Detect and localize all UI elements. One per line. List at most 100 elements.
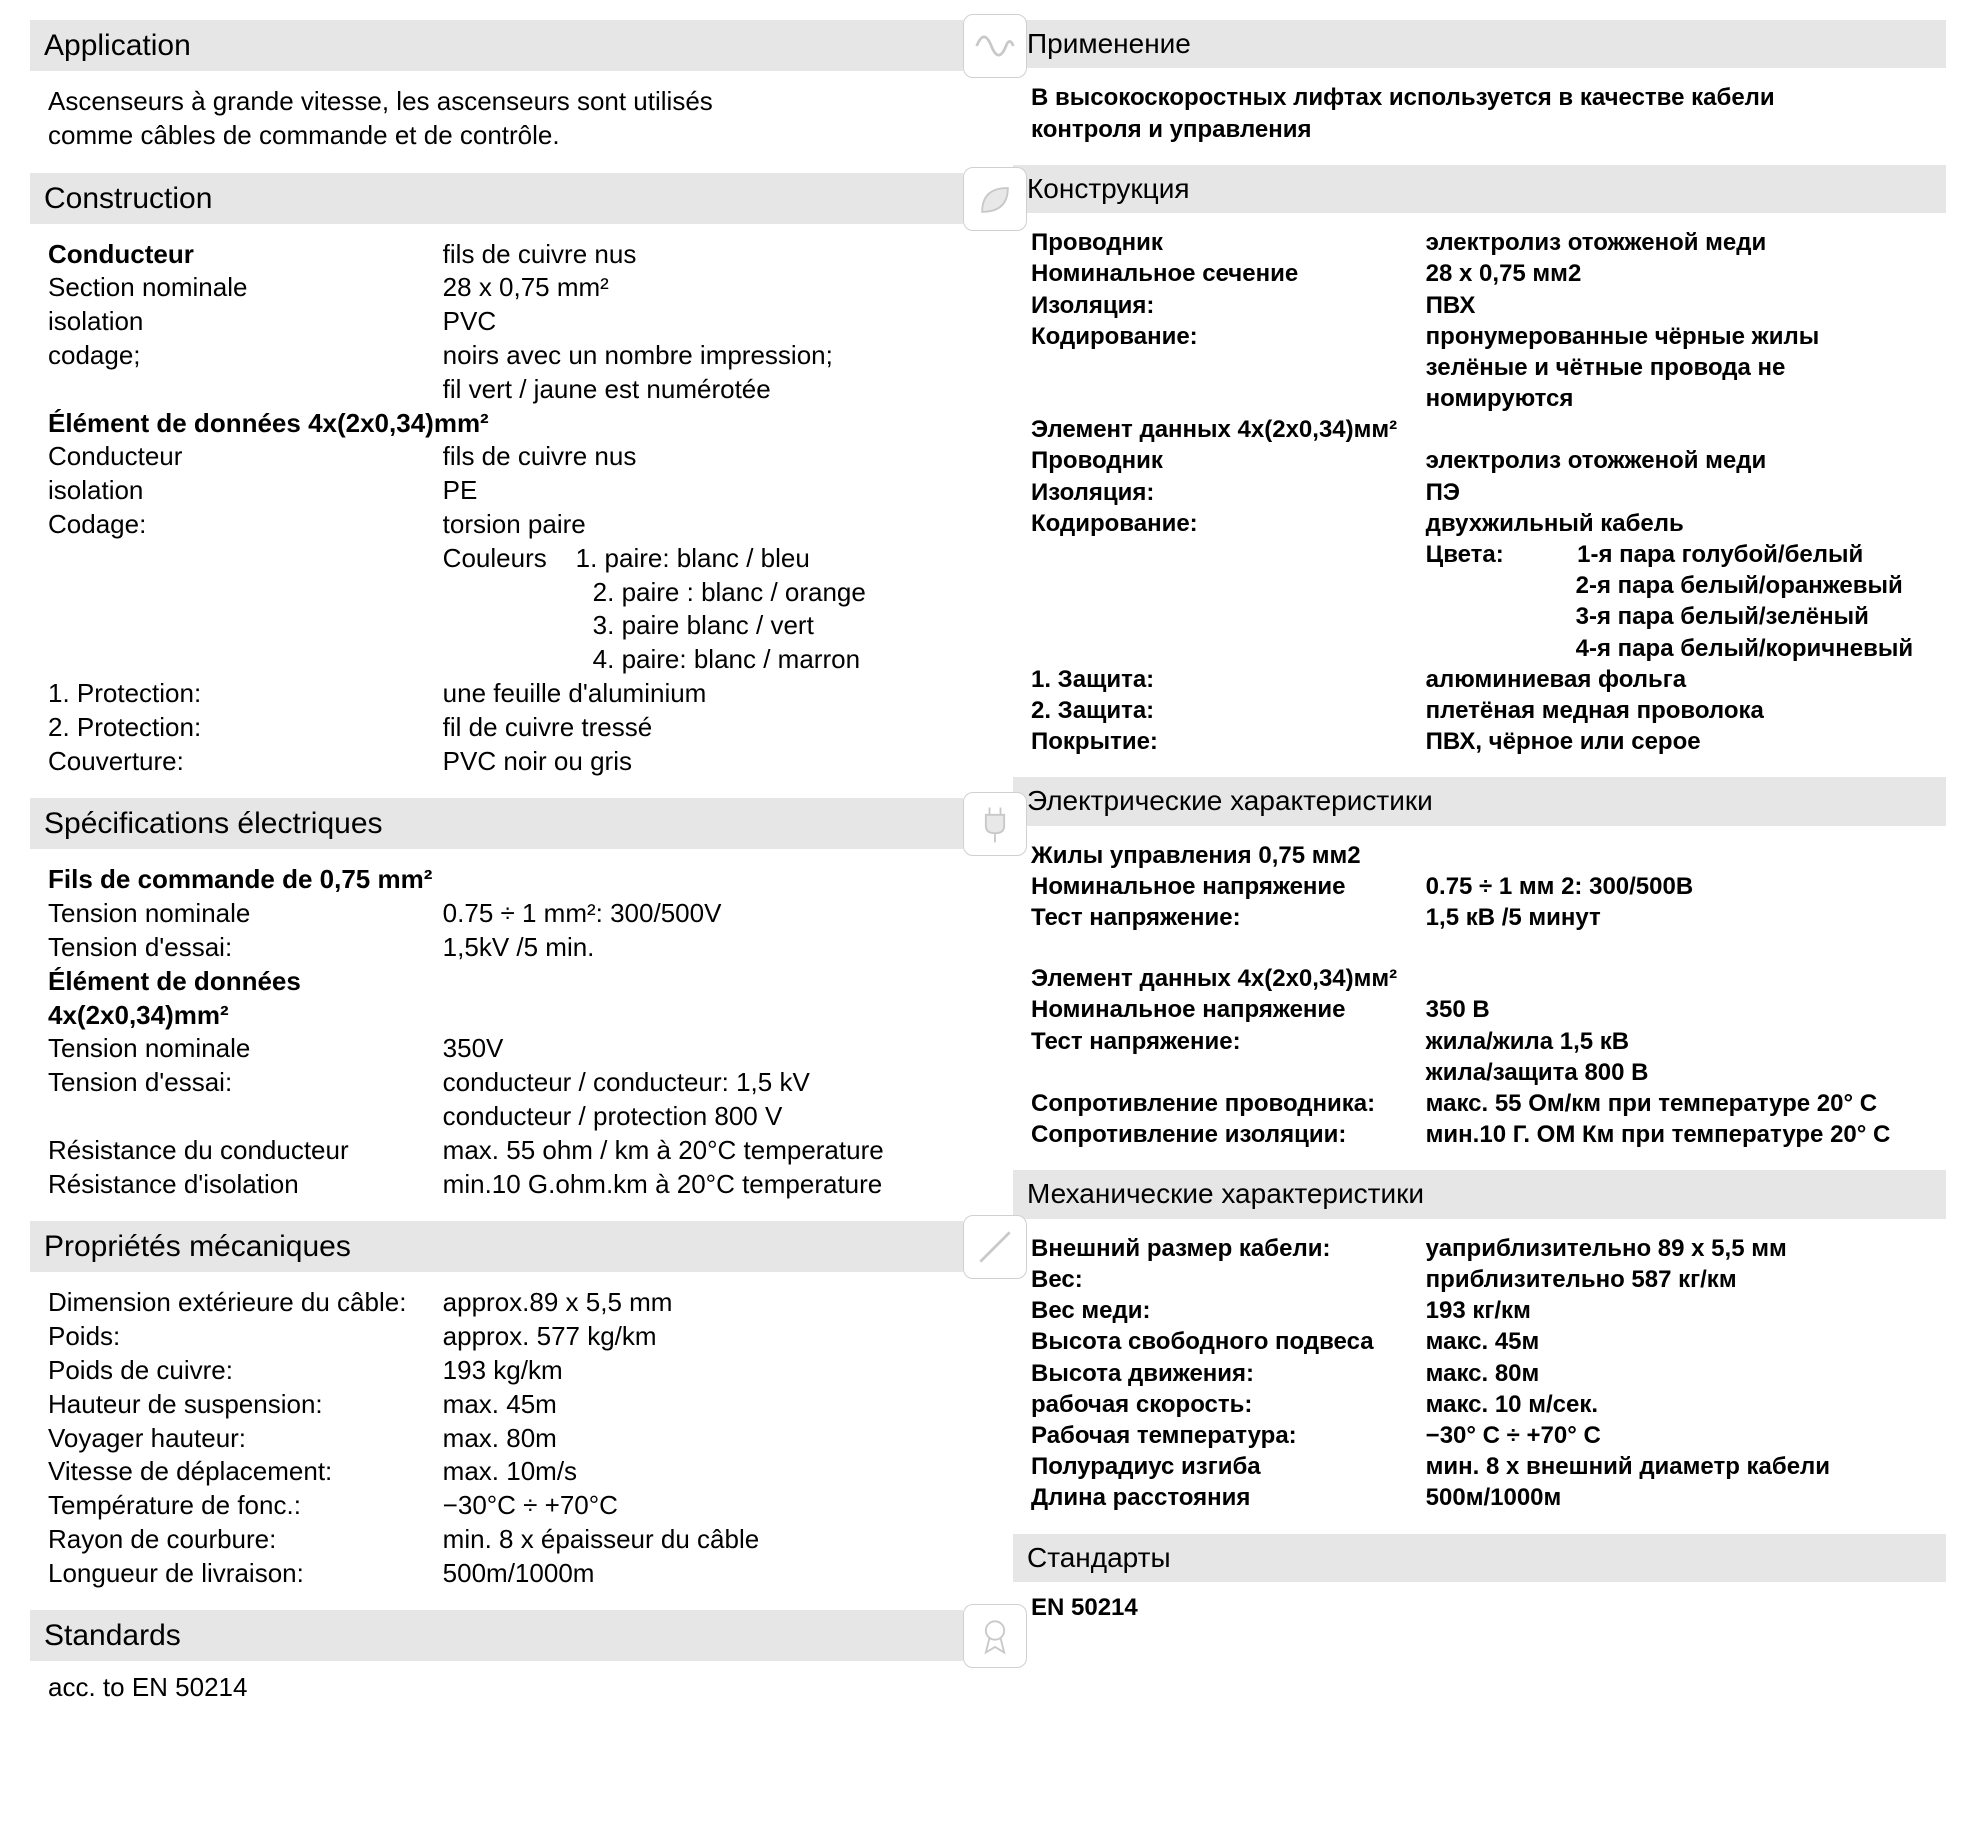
de-insulation-label: isolation [48, 474, 443, 508]
conductor-label: Conducteur [48, 238, 443, 272]
de-coding-value: torsion paire [443, 508, 945, 542]
temp-label: Température de fonc.: [48, 1489, 443, 1523]
de-conductor-value: fils de cuivre nus [443, 440, 945, 474]
ru-de-conductor-label: Проводник [1031, 445, 1426, 476]
test-v-value: 1,5kV /5 min. [443, 931, 945, 965]
outer-label: Dimension extérieure du câble: [48, 1286, 443, 1320]
ru-pair1: 1-я пара голубой/белый [1577, 541, 1863, 568]
standards-body-ru: EN 50214 [1013, 1592, 1946, 1633]
ru-length-value: 500м/1000м [1426, 1482, 1928, 1513]
temp-value: −30°C ÷ +70°C [443, 1489, 945, 1523]
ru-de-insulation-value: ПЭ [1426, 477, 1928, 508]
column-french: Application Ascenseurs à grande vitesse,… [30, 20, 973, 1721]
weight-label: Poids: [48, 1320, 443, 1354]
ru-travel-value: макс. 80м [1426, 1358, 1928, 1389]
cu-weight-value: 193 kg/km [443, 1354, 945, 1388]
conductor-value: fils de cuivre nus [443, 238, 945, 272]
ru-de-insulation-label: Изоляция: [1031, 477, 1426, 508]
ru-de-test-label: Тест напряжение: [1031, 1026, 1426, 1057]
ru-insulation-label: Изоляция: [1031, 290, 1426, 321]
header-application-fr: Application [30, 20, 963, 71]
ru-insulation-value: ПВХ [1426, 290, 1928, 321]
speed-label: Vitesse de déplacement: [48, 1455, 443, 1489]
weight-value: approx. 577 kg/km [443, 1320, 945, 1354]
insulation-value: PVC [443, 305, 945, 339]
pair2: 2. paire : blanc / orange [443, 576, 945, 610]
ru-cu-weight-label: Вес меди: [1031, 1295, 1426, 1326]
ins-res-value: min.10 G.ohm.km à 20°C temperature [443, 1168, 945, 1202]
ru-speed-label: рабочая скорость: [1031, 1389, 1426, 1420]
ru-pair4: 4-я пара белый/коричневый [1426, 633, 1928, 664]
ru-coding-value-2: зелёные и чётные провода не номируются [1426, 352, 1928, 414]
ru-conductor-value: электролиз отожженой меди [1426, 227, 1928, 258]
body-application-ru: В высокоскоростных лифтах используется в… [1013, 78, 1806, 158]
ru-data-header: Элемент данных 4х(2х0,34)мм² [1031, 963, 1928, 994]
prot1-label: 1. Protection: [48, 677, 443, 711]
data-element-header: Élément de données 4x(2x0,34)mm² [48, 407, 945, 441]
leaf-icon [963, 167, 1027, 231]
ru-prot2-label: 2. Защита: [1031, 695, 1426, 726]
header-construction-ru: Конструкция [1013, 165, 1946, 213]
test-v-label: Tension d'essai: [48, 931, 443, 965]
de-insulation-value: PE [443, 474, 945, 508]
ru-pair3: 3-я пара белый/зелёный [1426, 601, 1928, 632]
ru-test-v-value: 1,5 кВ /5 минут [1426, 902, 1928, 933]
ru-susp-value: макс. 45м [1426, 1326, 1928, 1357]
ru-cond-res-value: макс. 55 Ом/км при температуре 20° С [1426, 1088, 1928, 1119]
header-application-ru: Применение [1013, 20, 1946, 68]
header-electrical-ru: Электрические характеристики [1013, 777, 1946, 825]
cond-res-label: Résistance du conducteur [48, 1134, 443, 1168]
section-mechanical-ru: Механические характеристики Внешний разм… [1013, 1170, 1946, 1527]
coding-value-1: noirs avec un nombre impression; [443, 339, 945, 373]
section-construction-fr: Construction Conducteurfils de cuivre nu… [30, 173, 963, 793]
de-nominal-label: Tension nominale [48, 1032, 443, 1066]
ru-test-v-label: Тест напряжение: [1031, 902, 1426, 933]
ru-cu-weight-value: 193 кг/км [1426, 1295, 1928, 1326]
ru-cond-res-label: Сопротивление проводника: [1031, 1088, 1426, 1119]
nominal-v-label: Tension nominale [48, 897, 443, 931]
de-nominal-value: 350V [443, 1032, 945, 1066]
de-test-label: Tension d'essai: [48, 1066, 443, 1100]
ru-de-conductor-value: электролиз отожженой меди [1426, 445, 1928, 476]
ru-section-value: 28 х 0,75 мм2 [1426, 258, 1928, 289]
speed-value: max. 10m/s [443, 1455, 945, 1489]
header-mechanical-fr: Propriétés mécaniques [30, 1221, 963, 1272]
section-standards-ru: Стандарты EN 50214 [1013, 1534, 1946, 1634]
ru-coding-label: Кодирование: [1031, 321, 1426, 352]
ru-nominal-v-label: Номинальное напряжение [1031, 871, 1426, 902]
wave-icon [963, 14, 1027, 78]
ru-bend-value: мин. 8 х внешний диаметр кабели [1426, 1451, 1928, 1482]
ru-weight-value: приблизительно 587 кг/км [1426, 1264, 1928, 1295]
ru-de-nominal-label: Номинальное напряжение [1031, 994, 1426, 1025]
ru-ins-res-label: Сопротивление изоляции: [1031, 1119, 1426, 1150]
section-electrical-ru: Электрические характеристики Жилы управл… [1013, 777, 1946, 1164]
section-mechanical-fr: Propriétés mécaniques Dimension extérieu… [30, 1221, 963, 1604]
data-header-1: Élément de données [48, 965, 945, 999]
tools-icon [963, 1215, 1027, 1279]
ru-coding-value-1: пронумерованные чёрные жилы [1426, 321, 1928, 352]
ins-res-label: Résistance d'isolation [48, 1168, 443, 1202]
data-header-2: 4x(2x0,34)mm² [48, 999, 945, 1033]
ru-control-header: Жилы управления 0,75 мм2 [1031, 840, 1928, 871]
ru-colors-label: Цвета: [1426, 541, 1504, 568]
ru-cover-value: ПВХ, чёрное или серое [1426, 726, 1928, 757]
length-label: Longueur de livraison: [48, 1557, 443, 1591]
ru-speed-value: макс. 10 м/сек. [1426, 1389, 1928, 1420]
header-electrical-fr: Spécifications électriques [30, 798, 963, 849]
travel-label: Voyager hauteur: [48, 1422, 443, 1456]
ru-de-nominal-value: 350 В [1426, 994, 1928, 1025]
section-standards-fr: Standards acc. to EN 50214 [30, 1610, 963, 1715]
ru-prot1-value: алюминиевая фольга [1426, 664, 1928, 695]
section-electrical-fr: Spécifications électriques Fils de comma… [30, 798, 963, 1215]
ru-de-coding-label: Кодирование: [1031, 508, 1426, 539]
colors-label: Couleurs [443, 543, 547, 573]
prot2-value: fil de cuivre tressé [443, 711, 945, 745]
susp-value: max. 45m [443, 1388, 945, 1422]
header-standards-ru: Стандарты [1013, 1534, 1946, 1582]
header-standards-fr: Standards [30, 1610, 963, 1661]
bend-value: min. 8 x épaisseur du câble [443, 1523, 945, 1557]
award-icon [963, 1604, 1027, 1668]
insulation-label: isolation [48, 305, 443, 339]
ru-de-coding-value: двухжильный кабель [1426, 508, 1928, 539]
standards-body-fr: acc. to EN 50214 [30, 1671, 963, 1715]
